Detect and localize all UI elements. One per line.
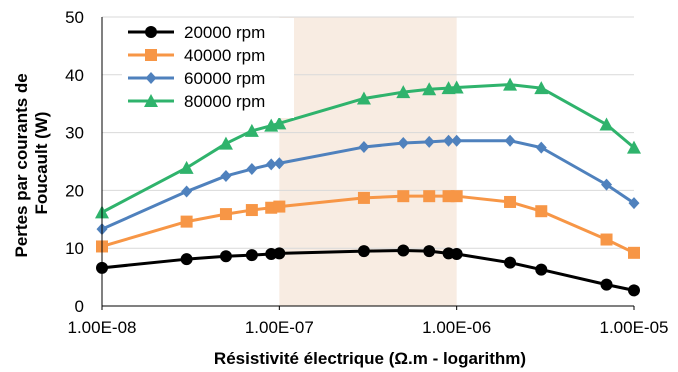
data-point-80000-rpm: [179, 160, 194, 174]
data-point-40000-rpm: [535, 205, 548, 218]
data-point-60000-rpm: [358, 141, 370, 154]
y-tick-label: 50: [65, 8, 84, 27]
data-point-60000-rpm: [397, 137, 409, 150]
highlight-band: [279, 17, 457, 306]
y-tick-label: 30: [65, 124, 84, 143]
data-point-20000-rpm: [423, 245, 436, 258]
data-point-20000-rpm: [219, 250, 232, 263]
legend-label: 80000 rpm: [184, 92, 265, 111]
data-point-20000-rpm: [450, 247, 463, 260]
data-point-40000-rpm: [628, 246, 640, 259]
data-point-80000-rpm: [449, 80, 464, 94]
data-point-80000-rpm: [272, 116, 287, 130]
data-point-20000-rpm: [180, 253, 193, 266]
data-point-80000-rpm: [599, 117, 614, 131]
legend-label: 20000 rpm: [184, 23, 265, 42]
x-tick-label: 1.00E-07: [245, 318, 314, 337]
data-point-40000-rpm: [219, 208, 232, 221]
data-point-60000-rpm: [181, 185, 193, 198]
data-point-80000-rpm: [627, 140, 641, 154]
y-tick-labels: 0 10 20 30 40 50: [65, 8, 84, 316]
data-point-80000-rpm: [396, 85, 411, 99]
data-point-40000-rpm: [450, 190, 463, 203]
data-point-60000-rpm: [423, 135, 435, 148]
data-point-60000-rpm: [535, 141, 547, 154]
data-point-40000-rpm: [180, 215, 193, 228]
y-tick-label: 0: [75, 297, 84, 316]
data-point-20000-rpm: [357, 245, 370, 258]
data-point-60000-rpm: [628, 197, 640, 210]
data-point-40000-rpm: [357, 191, 370, 204]
data-point-20000-rpm: [535, 263, 548, 276]
data-point-20000-rpm: [628, 284, 640, 297]
data-point-80000-rpm: [356, 91, 371, 105]
data-point-40000-rpm: [600, 233, 613, 246]
y-axis-title: Pertes par courants de Foucault (W): [12, 69, 51, 258]
y-axis-title-line-1: Pertes par courants de: [12, 73, 31, 257]
legend-marker: [145, 72, 157, 84]
x-tick-label: 1.00E-08: [68, 318, 137, 337]
data-point-60000-rpm: [601, 178, 613, 191]
x-axis-title: Résistivité électrique (Ω.m - logarithm): [214, 349, 526, 368]
data-point-60000-rpm: [265, 158, 277, 171]
data-point-80000-rpm: [503, 77, 518, 91]
data-point-80000-rpm: [244, 123, 259, 137]
data-point-20000-rpm: [397, 244, 410, 257]
data-point-60000-rpm: [246, 163, 258, 176]
y-tick-label: 10: [65, 239, 84, 258]
data-point-80000-rpm: [534, 81, 549, 95]
y-tick-label: 20: [65, 181, 84, 200]
x-tick-label: 1.00E-06: [422, 318, 491, 337]
data-point-80000-rpm: [422, 82, 437, 96]
y-axis-title-line-2: Foucault (W): [32, 112, 51, 215]
data-point-40000-rpm: [397, 190, 410, 203]
legend-marker: [144, 94, 158, 107]
legend-marker: [145, 26, 157, 38]
x-tick-label: 1.00E-05: [600, 318, 669, 337]
x-tick-labels: 1.00E-08 1.00E-07 1.00E-06 1.00E-05: [68, 306, 669, 337]
data-point-40000-rpm: [273, 200, 286, 213]
data-point-20000-rpm: [273, 247, 286, 260]
data-point-60000-rpm: [451, 134, 463, 147]
legend-marker: [145, 49, 157, 61]
data-point-60000-rpm: [443, 134, 455, 147]
data-point-20000-rpm: [600, 278, 613, 291]
data-point-80000-rpm: [218, 136, 233, 150]
data-point-20000-rpm: [245, 249, 258, 262]
series-markers: [95, 77, 641, 297]
data-point-60000-rpm: [273, 157, 285, 170]
y-tick-label: 40: [65, 66, 84, 85]
data-point-20000-rpm: [504, 256, 517, 269]
legend-label: 40000 rpm: [184, 46, 265, 65]
data-point-40000-rpm: [504, 195, 517, 208]
legend: 20000 rpm 40000 rpm 60000 rpm 80000 rpm: [122, 18, 294, 118]
legend-label: 60000 rpm: [184, 69, 265, 88]
data-point-40000-rpm: [423, 190, 436, 203]
data-point-40000-rpm: [245, 204, 258, 217]
data-point-60000-rpm: [504, 134, 516, 147]
data-point-60000-rpm: [220, 169, 232, 182]
